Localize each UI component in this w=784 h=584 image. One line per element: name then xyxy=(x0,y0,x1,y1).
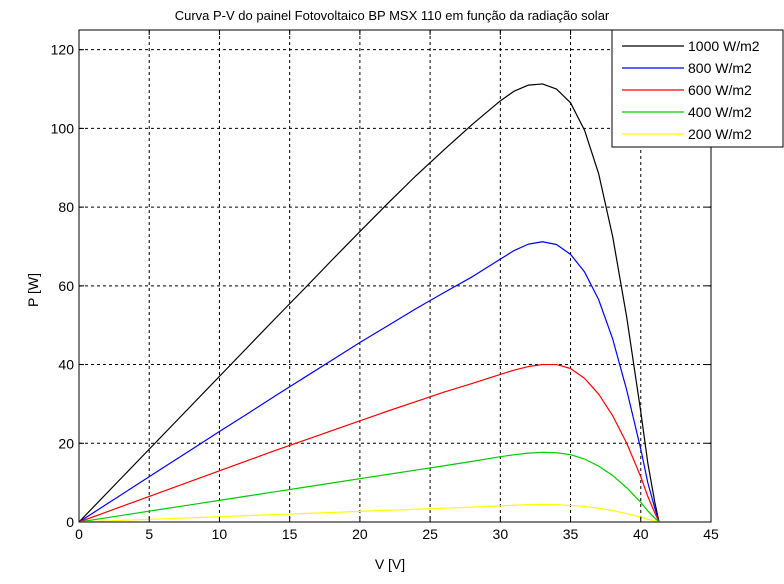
legend-label-1: 800 W/m2 xyxy=(688,60,752,76)
y-tick-label: 80 xyxy=(58,199,74,215)
grid xyxy=(79,30,711,522)
axes xyxy=(78,29,712,523)
x-tick-label: 30 xyxy=(493,526,509,542)
series-line-0 xyxy=(78,83,660,523)
y-tick-label: 0 xyxy=(66,514,74,530)
series-line-2 xyxy=(78,363,660,523)
chart-title: Curva P-V do painel Fotovoltaico BP MSX … xyxy=(175,8,610,23)
y-tick-label: 20 xyxy=(58,435,74,451)
x-axis-label: V [V] xyxy=(375,556,405,572)
series-line-1 xyxy=(78,241,660,523)
x-tick-label: 15 xyxy=(282,526,298,542)
legend-label-3: 400 W/m2 xyxy=(688,104,752,120)
plot-background xyxy=(79,30,711,522)
x-tick-label: 0 xyxy=(75,526,83,542)
y-tick-label: 40 xyxy=(58,357,74,373)
x-tick-label: 20 xyxy=(352,526,368,542)
series-layer xyxy=(78,83,660,523)
y-tick-labels: 0 20 40 60 80 100 120 xyxy=(51,42,75,530)
legend-label-2: 600 W/m2 xyxy=(688,82,752,98)
x-tick-label: 5 xyxy=(145,526,153,542)
x-tick-label: 45 xyxy=(703,526,719,542)
axes-box xyxy=(78,29,712,523)
legend-label-0: 1000 W/m2 xyxy=(688,38,760,54)
x-tick-label: 40 xyxy=(633,526,649,542)
legend-box xyxy=(611,29,784,148)
x-tick-label: 35 xyxy=(563,526,579,542)
y-axis-label: P [W] xyxy=(25,273,41,307)
series-line-3 xyxy=(78,451,660,523)
y-tick-label: 60 xyxy=(58,278,74,294)
legend-label-4: 200 W/m2 xyxy=(688,126,752,142)
plot-area xyxy=(79,30,711,522)
y-tick-label: 100 xyxy=(51,120,75,136)
x-tick-labels: 0 5 10 15 20 25 30 35 40 45 xyxy=(75,526,719,542)
legend: 1000 W/m2 800 W/m2 600 W/m2 400 W/m2 200 W/m… xyxy=(611,29,784,148)
y-tick-label: 120 xyxy=(51,42,75,58)
x-tick-label: 10 xyxy=(212,526,228,542)
x-tick-label: 25 xyxy=(422,526,438,542)
series-line-4 xyxy=(78,503,660,523)
